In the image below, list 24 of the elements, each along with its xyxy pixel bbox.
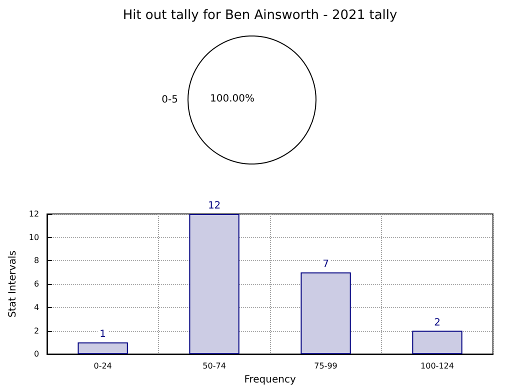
data-label: 12 bbox=[208, 200, 221, 212]
y-tick-label: 12 bbox=[28, 210, 40, 218]
y-tick-label: 6 bbox=[34, 280, 40, 289]
bar bbox=[189, 214, 240, 354]
y-tick-label: 10 bbox=[28, 232, 40, 242]
x-tick-label: 0-24 bbox=[94, 362, 112, 371]
x-tick-label: 100-124 bbox=[420, 362, 454, 371]
data-label: 7 bbox=[322, 258, 329, 270]
slice-label: 0-5 bbox=[162, 94, 178, 106]
x-tick-label: 75-99 bbox=[314, 362, 338, 371]
chart-title: Hit out tally for Ben Ainsworth - 2021 tally bbox=[122, 8, 398, 23]
y-tick-label: 4 bbox=[34, 302, 40, 312]
y-tick-label: 8 bbox=[34, 256, 40, 266]
x-tick-label: 50-74 bbox=[202, 362, 226, 371]
y-tick-label: 0 bbox=[34, 350, 40, 359]
bar bbox=[300, 272, 351, 354]
y-axis-title: Stat Intervals bbox=[8, 250, 18, 318]
x-axis-title: Frequency bbox=[244, 374, 296, 386]
data-label: 1 bbox=[100, 328, 106, 340]
bar bbox=[412, 330, 462, 354]
data-label: 2 bbox=[434, 317, 440, 328]
bar bbox=[78, 342, 128, 354]
data-label: 100.00% bbox=[210, 94, 254, 104]
y-tick-label: 2 bbox=[34, 326, 40, 336]
